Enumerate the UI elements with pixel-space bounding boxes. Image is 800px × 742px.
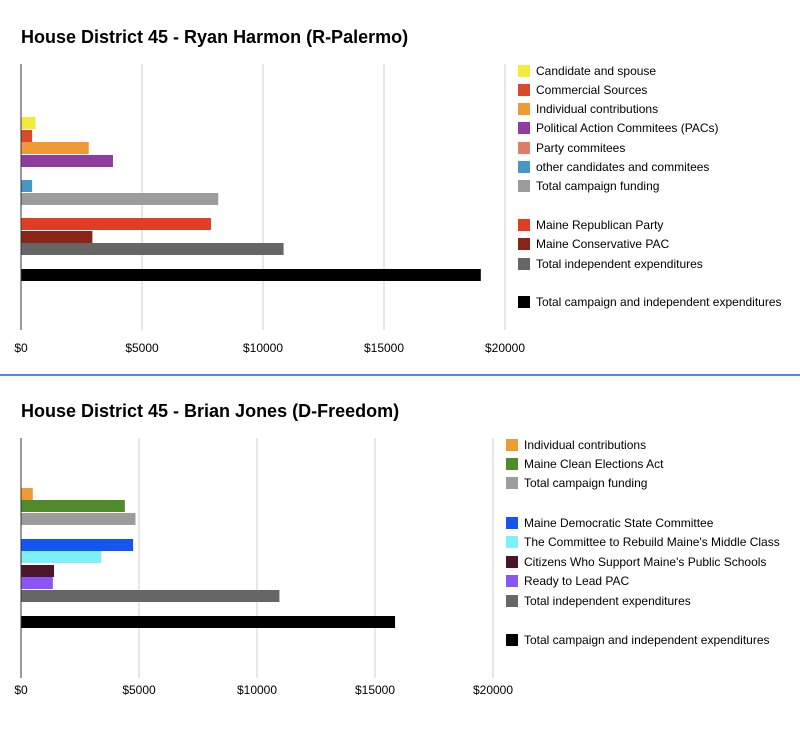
bar-total-campaign-funding <box>21 193 219 205</box>
bar-candidate-and-spouse <box>21 117 36 129</box>
legend-item-individual-contributions: Individual contributions <box>506 438 646 452</box>
legend-swatch <box>518 64 530 77</box>
legend-label: Maine Republican Party <box>536 218 664 232</box>
legend-label: Ready to Lead PAC <box>524 574 630 588</box>
legend-label: Candidate and spouse <box>536 64 657 78</box>
legend-swatch <box>518 121 530 134</box>
chart-panel-jones: House District 45 - Brian Jones (D-Freed… <box>0 376 800 742</box>
legend-swatch <box>518 237 530 250</box>
bar-maine-clean-elections-act <box>21 500 125 512</box>
legend-item-total-campaign-and-independent-expenditures: Total campaign and independent expenditu… <box>518 295 782 309</box>
bar-total-independent-expenditures <box>21 243 284 255</box>
legend-swatch <box>518 257 530 270</box>
legend-swatch <box>506 555 518 568</box>
x-tick-label: $5000 <box>125 341 159 355</box>
bar-individual-contributions <box>21 142 89 154</box>
bar-maine-democratic-state-committee <box>21 539 134 551</box>
bar-other-candidates-and-commitees <box>21 180 33 192</box>
legend-label: Citizens Who Support Maine's Public Scho… <box>524 555 767 569</box>
x-tick-label: $0 <box>14 683 28 697</box>
chart-panel-harmon: House District 45 - Ryan Harmon (R-Paler… <box>14 27 782 355</box>
x-tick-label: $20000 <box>473 683 513 697</box>
legend-label: Political Action Commitees (PACs) <box>536 121 719 135</box>
legend-swatch <box>506 535 518 548</box>
legend-swatch <box>506 516 518 529</box>
legend-item-total-campaign-funding: Total campaign funding <box>506 476 647 490</box>
legend-label: Commercial Sources <box>536 83 648 97</box>
bar-the-committee-to-rebuild-maine-s-middle-class <box>21 551 102 563</box>
legend-item-citizens-who-support-maine-s-public-schools: Citizens Who Support Maine's Public Scho… <box>506 555 766 569</box>
legend-item-other-candidates-and-commitees: other candidates and commitees <box>518 160 709 174</box>
x-tick-label: $10000 <box>237 683 277 697</box>
legend-item-maine-conservative-pac: Maine Conservative PAC <box>518 237 669 251</box>
legend-item-maine-clean-elections-act: Maine Clean Elections Act <box>506 457 663 471</box>
legend-item-total-campaign-and-independent-expenditures: Total campaign and independent expenditu… <box>506 633 770 647</box>
legend-item-total-campaign-funding: Total campaign funding <box>518 179 659 193</box>
legend-swatch <box>506 574 518 587</box>
legend-label: The Committee to Rebuild Maine's Middle … <box>524 535 780 549</box>
bar-total-independent-expenditures <box>21 590 280 602</box>
legend-label: Individual contributions <box>536 102 659 116</box>
panel-divider <box>0 374 800 376</box>
x-tick-label: $15000 <box>355 683 395 697</box>
legend-swatch <box>518 83 530 96</box>
legend-label: other candidates and commitees <box>536 160 710 174</box>
bar-total-campaign-funding <box>21 513 136 525</box>
bar-total-campaign-and-independent-expenditures <box>21 616 396 628</box>
legend-label: Total campaign and independent expenditu… <box>536 295 782 309</box>
legend-label: Total independent expenditures <box>524 594 691 608</box>
legend-item-commercial-sources: Commercial Sources <box>518 83 647 97</box>
legend-swatch <box>518 218 530 231</box>
chart-title: House District 45 - Brian Jones (D-Freed… <box>21 401 400 421</box>
legend-label: Total independent expenditures <box>536 257 703 271</box>
bar-ready-to-lead-pac <box>21 577 53 589</box>
bar-total-campaign-and-independent-expenditures <box>21 269 481 281</box>
legend-label: Party commitees <box>536 141 626 155</box>
legend-item-total-independent-expenditures: Total independent expenditures <box>506 594 691 608</box>
bar-chart-harmon: $0 $5000 $10000 $15000 $20000 <box>14 64 525 355</box>
bar-citizens-who-support-maine-s-public-schools <box>21 565 55 577</box>
x-tick-label: $0 <box>14 341 28 355</box>
legend-label: Total campaign funding <box>524 476 648 490</box>
bar-individual-contributions <box>21 488 33 500</box>
legend-swatch <box>518 295 530 308</box>
x-tick-label: $10000 <box>243 341 283 355</box>
legend-swatch <box>506 476 518 489</box>
legend-item-total-independent-expenditures: Total independent expenditures <box>518 257 703 271</box>
legend-item-individual-contributions: Individual contributions <box>518 102 658 116</box>
bar-chart-jones: $0 $5000 $10000 $15000 $20000 <box>14 438 513 697</box>
legend-label: Total campaign and independent expenditu… <box>524 633 770 647</box>
legend-swatch <box>518 141 530 154</box>
legend-item-the-committee-to-rebuild-maine-s-middle-class: The Committee to Rebuild Maine's Middle … <box>506 535 780 549</box>
legend-item-ready-to-lead-pac: Ready to Lead PAC <box>506 574 629 588</box>
chart-title: House District 45 - Ryan Harmon (R-Paler… <box>21 27 409 47</box>
x-tick-label: $5000 <box>122 683 156 697</box>
legend-swatch <box>506 633 518 646</box>
legend-swatch <box>518 102 530 115</box>
legend-label: Maine Conservative PAC <box>536 237 670 251</box>
bar-political-action-commitees-pacs <box>21 155 113 167</box>
legend-swatch <box>506 438 518 451</box>
legend-item-political-action-commitees-pacs: Political Action Commitees (PACs) <box>518 121 719 135</box>
legend-item-maine-republican-party: Maine Republican Party <box>518 218 663 232</box>
legend-item-maine-democratic-state-committee: Maine Democratic State Committee <box>506 516 713 530</box>
legend-swatch <box>506 457 518 470</box>
legend-label: Maine Democratic State Committee <box>524 516 714 530</box>
legend-swatch <box>506 594 518 607</box>
x-tick-label: $15000 <box>364 341 404 355</box>
x-tick-label: $20000 <box>485 341 525 355</box>
legend-item-party-commitees: Party commitees <box>518 141 625 155</box>
bar-maine-conservative-pac <box>21 231 93 243</box>
legend-label: Individual contributions <box>524 438 647 452</box>
legend-swatch <box>518 160 530 173</box>
legend-swatch <box>518 179 530 192</box>
legend-label: Total campaign funding <box>536 179 660 193</box>
legend-label: Maine Clean Elections Act <box>524 457 664 471</box>
bar-maine-republican-party <box>21 218 211 230</box>
legend-item-candidate-and-spouse: Candidate and spouse <box>518 64 656 78</box>
bar-commercial-sources <box>21 130 33 142</box>
